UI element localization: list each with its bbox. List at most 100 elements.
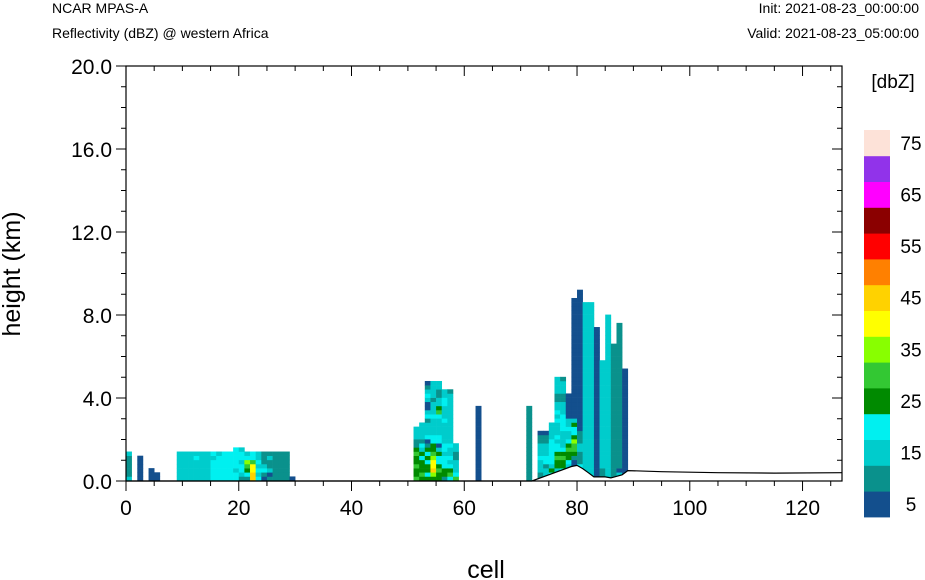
reflectivity-cell xyxy=(255,455,262,461)
reflectivity-cell xyxy=(554,434,561,440)
reflectivity-cell xyxy=(582,351,589,357)
reflectivity-cell xyxy=(610,376,617,382)
reflectivity-cell xyxy=(605,451,612,456)
reflectivity-cell xyxy=(593,356,600,361)
reflectivity-cell xyxy=(622,426,629,432)
reflectivity-cell xyxy=(126,476,132,481)
reflectivity-cell xyxy=(599,451,606,456)
reflectivity-cell xyxy=(272,451,279,456)
reflectivity-cell xyxy=(413,439,420,444)
reflectivity-cell xyxy=(554,389,561,394)
reflectivity-cell xyxy=(227,459,234,465)
colorbar-label: 55 xyxy=(900,237,921,258)
reflectivity-cell xyxy=(565,463,572,469)
reflectivity-cell xyxy=(610,397,617,403)
reflectivity-cell xyxy=(616,418,623,423)
reflectivity-cell xyxy=(436,385,443,390)
reflectivity-cell xyxy=(577,426,583,432)
colorbar-label: 75 xyxy=(900,134,921,155)
reflectivity-cell xyxy=(577,327,583,332)
reflectivity-cell xyxy=(622,463,629,469)
reflectivity-cell xyxy=(622,455,629,461)
reflectivity-cell xyxy=(250,468,256,473)
x-axis-label: cell xyxy=(467,556,505,580)
reflectivity-cell xyxy=(548,451,555,456)
reflectivity-cell xyxy=(571,405,578,411)
reflectivity-cell xyxy=(261,463,268,469)
reflectivity-cell xyxy=(244,459,251,465)
reflectivity-cell xyxy=(605,468,612,473)
reflectivity-cell xyxy=(605,318,612,324)
reflectivity-cell xyxy=(441,397,448,403)
reflectivity-cell xyxy=(588,439,595,444)
reflectivity-cell xyxy=(588,443,595,448)
reflectivity-cell xyxy=(616,347,623,353)
reflectivity-cell xyxy=(610,385,617,390)
reflectivity-cell xyxy=(605,335,612,340)
reflectivity-cell xyxy=(548,455,555,461)
reflectivity-cell xyxy=(548,422,555,427)
reflectivity-cell xyxy=(436,422,443,427)
reflectivity-cell xyxy=(261,476,268,481)
reflectivity-cell xyxy=(176,459,183,465)
reflectivity-cell xyxy=(571,302,578,307)
reflectivity-cell xyxy=(210,451,217,456)
reflectivity-cell xyxy=(447,476,454,481)
reflectivity-cell xyxy=(413,443,420,448)
reflectivity-cell xyxy=(571,327,578,332)
reflectivity-cell xyxy=(137,476,144,481)
reflectivity-cell xyxy=(577,289,583,295)
reflectivity-cell xyxy=(188,463,194,469)
reflectivity-cell xyxy=(593,418,600,423)
reflectivity-cell xyxy=(605,472,612,477)
reflectivity-cell xyxy=(554,463,561,469)
reflectivity-cell xyxy=(424,459,431,465)
reflectivity-cell xyxy=(188,459,194,465)
reflectivity-cell xyxy=(588,376,595,382)
reflectivity-cell xyxy=(588,410,595,415)
reflectivity-cell xyxy=(593,351,600,357)
reflectivity-cell xyxy=(210,463,217,469)
reflectivity-cell xyxy=(447,463,454,469)
reflectivity-cell xyxy=(419,451,426,456)
reflectivity-cell xyxy=(447,401,454,407)
reflectivity-cell xyxy=(441,405,448,411)
reflectivity-cell xyxy=(571,339,578,344)
reflectivity-cell xyxy=(565,439,572,444)
reflectivity-cell xyxy=(577,414,583,419)
reflectivity-cell xyxy=(413,451,420,456)
reflectivity-cell xyxy=(582,331,589,336)
reflectivity-cell xyxy=(182,463,189,469)
reflectivity-cell xyxy=(599,405,606,411)
reflectivity-cell xyxy=(447,459,454,465)
reflectivity-cell xyxy=(571,439,578,444)
reflectivity-cell xyxy=(605,343,612,349)
reflectivity-cell xyxy=(577,360,583,365)
reflectivity-cell xyxy=(126,451,132,456)
reflectivity-cell xyxy=(582,322,589,328)
reflectivity-cell xyxy=(593,439,600,444)
reflectivity-cell xyxy=(616,393,623,398)
reflectivity-cell xyxy=(565,426,572,432)
reflectivity-cell xyxy=(605,372,612,378)
reflectivity-cell xyxy=(430,401,437,407)
reflectivity-cell xyxy=(475,472,482,477)
reflectivity-cell xyxy=(565,434,572,440)
plot-frame xyxy=(125,65,843,482)
reflectivity-cell xyxy=(537,451,544,456)
colorbar-swatch xyxy=(864,259,890,286)
reflectivity-cell xyxy=(605,414,612,419)
reflectivity-cell xyxy=(616,410,623,415)
reflectivity-cell xyxy=(610,351,617,357)
reflectivity-cell xyxy=(582,318,589,324)
reflectivity-cell xyxy=(565,443,572,448)
reflectivity-cell xyxy=(605,322,612,328)
reflectivity-cell xyxy=(560,451,567,456)
reflectivity-cell xyxy=(571,306,578,311)
reflectivity-cell xyxy=(526,430,533,436)
reflectivity-cell xyxy=(593,430,600,436)
reflectivity-cell xyxy=(210,455,217,461)
reflectivity-cell xyxy=(244,455,251,461)
reflectivity-cell xyxy=(193,476,200,481)
reflectivity-cell xyxy=(582,439,589,444)
